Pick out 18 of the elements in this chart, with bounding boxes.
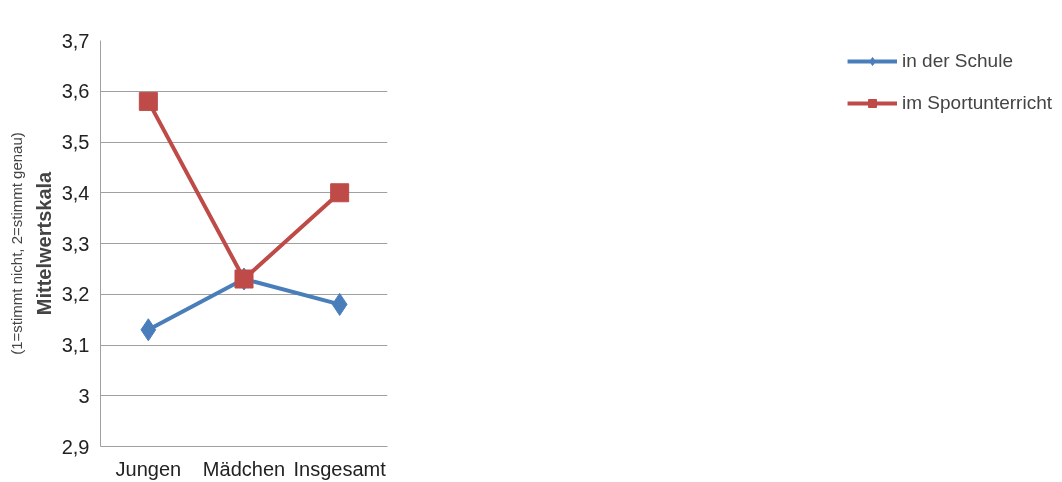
y-tick-label: 3,3 bbox=[61, 232, 90, 255]
y-axis-title: Mittelwertskala bbox=[32, 170, 55, 316]
y-tick-label: 3,6 bbox=[61, 80, 90, 103]
y-tick-label: 3 bbox=[78, 384, 90, 407]
text: (1=stimmt nicht, 2=stimmt genau) bbox=[7, 132, 25, 355]
y-tick-label: 3,2 bbox=[61, 283, 90, 306]
y-tick-label: 3,1 bbox=[61, 334, 90, 356]
x-tick-label: Insgesamt bbox=[293, 457, 387, 480]
point bbox=[330, 183, 350, 203]
legend-label: im Sportunterricht bbox=[902, 92, 1052, 114]
legend-label: in der Schule bbox=[902, 50, 1013, 72]
y-tick-label: 2,9 bbox=[61, 435, 90, 458]
x-tick-label: Jungen bbox=[115, 457, 182, 480]
point bbox=[138, 91, 158, 111]
y-tick-label: 3,5 bbox=[61, 131, 90, 153]
x-tick-label: Mädchen bbox=[202, 457, 286, 480]
y-tick-label: 3,4 bbox=[61, 181, 90, 204]
y-tick-label: 3,7 bbox=[61, 29, 90, 52]
